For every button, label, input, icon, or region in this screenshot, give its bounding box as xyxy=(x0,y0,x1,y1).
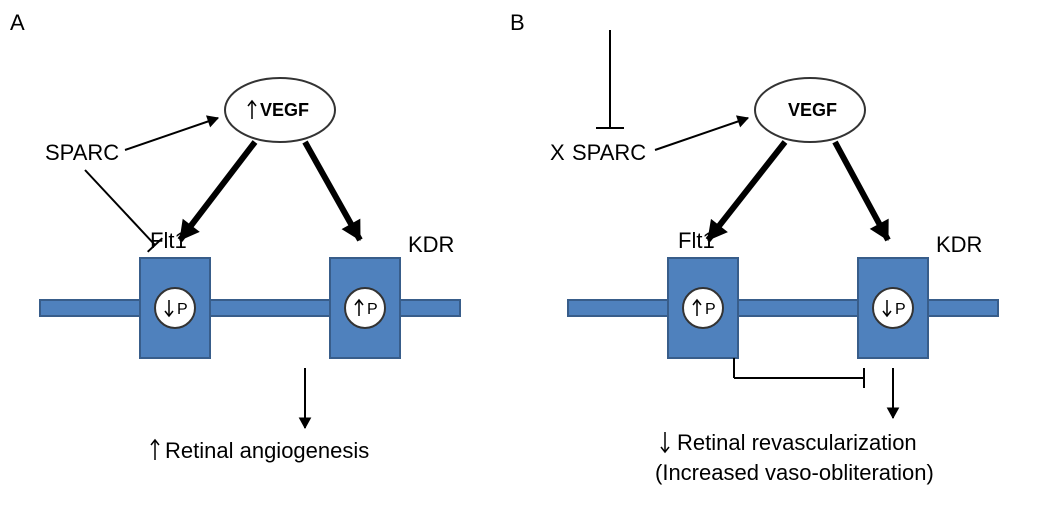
sparc-label-b: SPARC xyxy=(572,140,646,165)
outcome-b-line1: Retinal revascularization xyxy=(677,430,917,455)
svg-text:P: P xyxy=(705,301,716,318)
outcome-b-line2: (Increased vaso-obliteration) xyxy=(655,460,934,485)
panel-b-label: B xyxy=(510,10,525,35)
svg-text:P: P xyxy=(895,301,906,318)
panel-a-label: A xyxy=(10,10,25,35)
kdr-label-b: KDR xyxy=(936,232,982,257)
sparc-knockout-x: X xyxy=(550,140,565,165)
outcome-a: Retinal angiogenesis xyxy=(165,438,369,463)
panel-a: ASPARCVEGFFlt1KDRPPRetinal angiogenesis xyxy=(10,10,460,463)
vegf-label: VEGF xyxy=(788,100,837,120)
sparc-label-a: SPARC xyxy=(45,140,119,165)
svg-text:P: P xyxy=(177,301,188,318)
kdr-label-a: KDR xyxy=(408,232,454,257)
panel-b: BXSPARCVEGFFlt1KDRPPRetinal revasculariz… xyxy=(510,10,998,485)
svg-text:P: P xyxy=(367,301,378,318)
vegf-label: VEGF xyxy=(260,100,309,120)
